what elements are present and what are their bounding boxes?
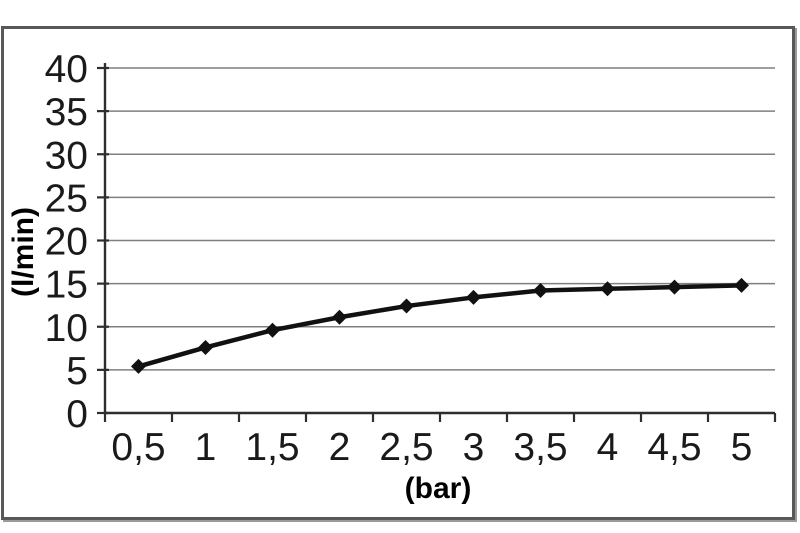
axes-group (97, 63, 777, 422)
data-point-marker (667, 279, 682, 295)
data-point-marker (399, 298, 414, 314)
y-tick-label: 0 (66, 393, 88, 436)
y-tick-label: 20 (45, 221, 88, 264)
y-tick-label: 25 (45, 177, 88, 220)
x-tick-label: 4 (597, 426, 619, 469)
data-point-marker (734, 277, 749, 293)
data-point-marker (600, 281, 615, 297)
data-point-marker (332, 309, 347, 325)
gridlines-group (105, 67, 775, 371)
y-tick-label: 35 (45, 91, 88, 134)
data-point-marker (131, 358, 146, 374)
x-tick-label: 3,5 (513, 426, 567, 469)
data-point-marker (466, 289, 481, 305)
data-point-marker (265, 322, 280, 338)
x-tick-labels-group: 0,5 1 1,5 2 2,5 3 3,5 4 4,5 5 (111, 426, 752, 469)
x-tick-label: 2 (329, 426, 351, 469)
x-tick-label: 3 (463, 426, 485, 469)
y-tick-label: 5 (66, 350, 88, 393)
x-tick-label: 2,5 (379, 426, 433, 469)
y-axis-title: (l/min) (7, 207, 40, 297)
y-tick-label: 30 (45, 134, 88, 177)
x-tick-label: 0,5 (111, 426, 165, 469)
chart-frame (1, 26, 795, 520)
data-line (136, 283, 744, 369)
x-axis-title: (bar) (405, 472, 472, 505)
y-tick-label: 15 (45, 264, 88, 307)
x-tick-label: 5 (731, 426, 753, 469)
y-tick-label: 40 (45, 48, 88, 91)
x-tick-label: 1 (195, 426, 217, 469)
data-point-marker (198, 339, 213, 355)
data-series-group (131, 277, 749, 374)
data-point-marker (533, 283, 548, 299)
x-tick-label: 1,5 (245, 426, 299, 469)
x-tick-label: 4,5 (647, 426, 701, 469)
y-tick-label: 10 (45, 307, 88, 350)
